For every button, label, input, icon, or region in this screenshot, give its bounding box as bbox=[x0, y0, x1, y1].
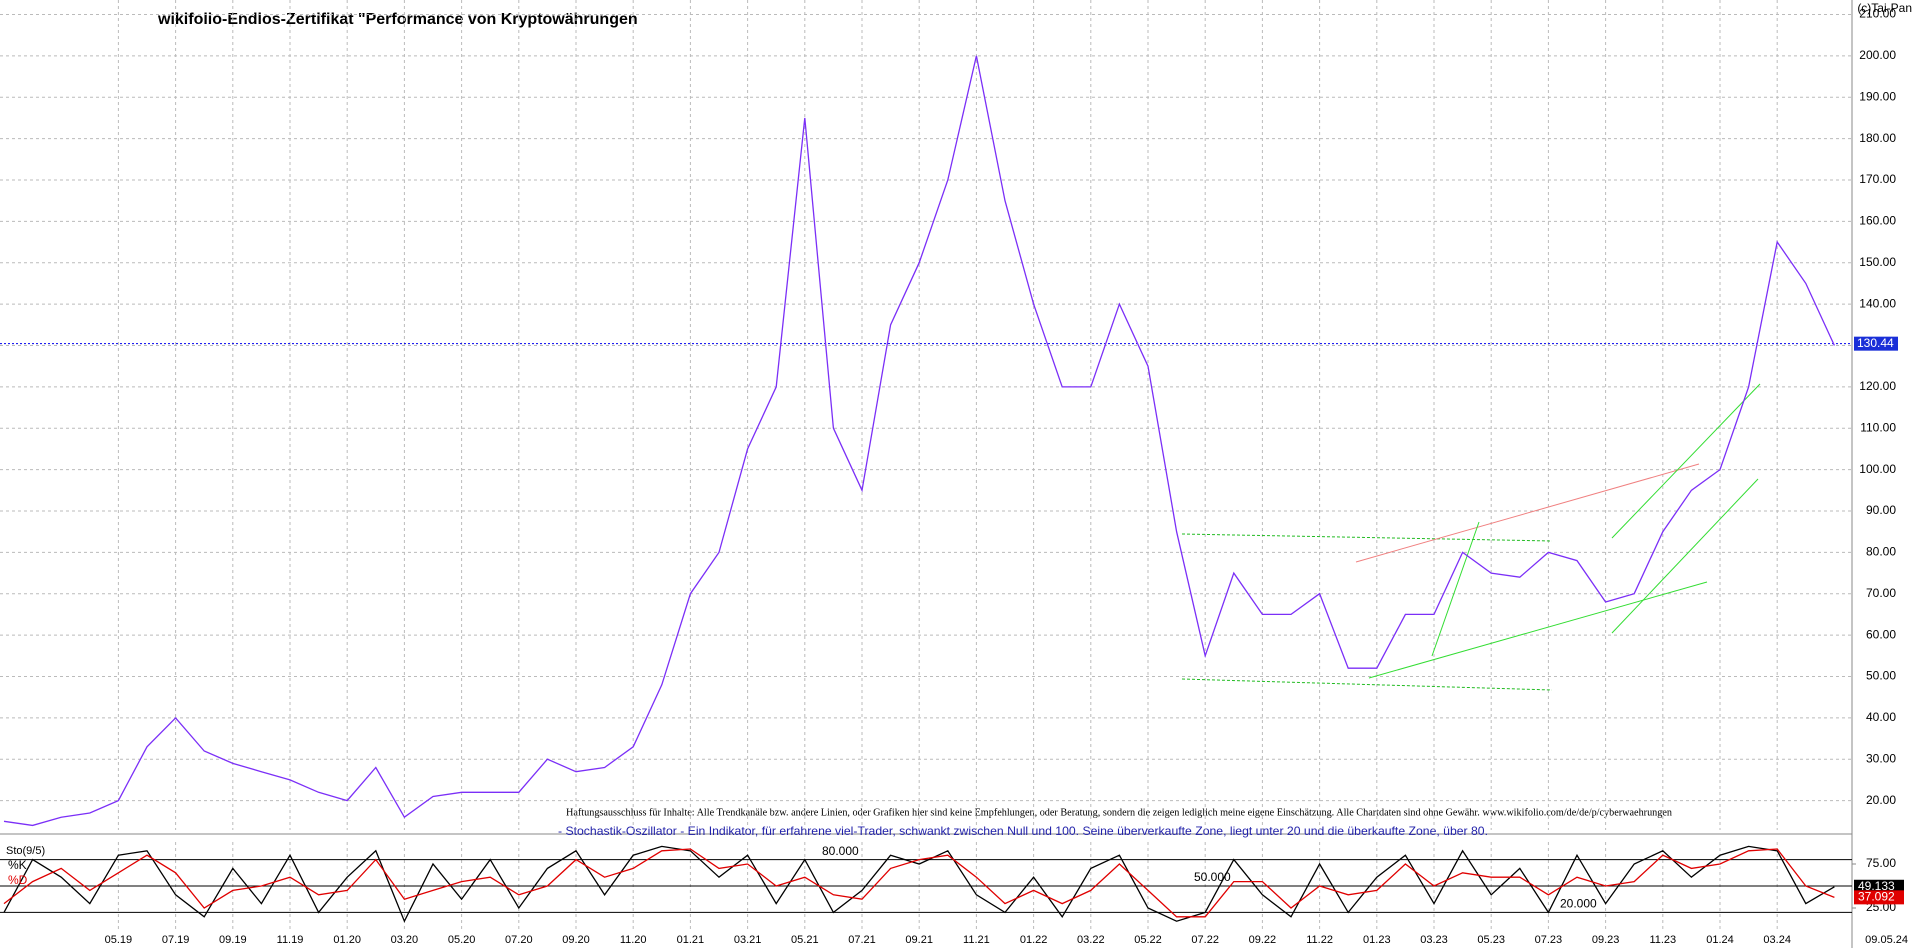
y-tick-label: 110.00 bbox=[1860, 420, 1896, 434]
source: (c)Tai-Pan bbox=[1857, 1, 1912, 15]
y-tick-label: 140.00 bbox=[1859, 296, 1896, 310]
x-tick-label: 01.24 bbox=[1706, 934, 1734, 946]
y-tick-label: 50.00 bbox=[1866, 669, 1896, 683]
x-tick-label: 09.19 bbox=[219, 934, 247, 946]
y-tick-label: 210.00 bbox=[1859, 7, 1896, 21]
x-tick-label: 05.19 bbox=[105, 934, 133, 946]
x-tick-label: 07.23 bbox=[1535, 934, 1563, 946]
trend-line bbox=[1431, 521, 1480, 657]
y-tick-label: 80.00 bbox=[1866, 545, 1896, 559]
trend-lines bbox=[1181, 383, 1761, 691]
y-tick-label: 120.00 bbox=[1859, 379, 1896, 393]
legend-label: %K bbox=[8, 858, 27, 872]
x-tick-label: 05.22 bbox=[1134, 934, 1162, 946]
value-box bbox=[1854, 890, 1904, 905]
y-tick-label: 90.00 bbox=[1866, 503, 1896, 517]
x-tick-label: 11.19 bbox=[277, 934, 304, 946]
x-tick-label: 11.20 bbox=[620, 934, 647, 946]
x-tick-label: 03.21 bbox=[734, 934, 762, 946]
x-tick-label: 09.21 bbox=[905, 934, 933, 946]
trend-line bbox=[1181, 533, 1553, 542]
y-tick-label: 160.00 bbox=[1859, 214, 1896, 228]
last-value-label: 49.133 bbox=[1858, 879, 1895, 893]
y-tick-label: 100.00 bbox=[1859, 462, 1896, 476]
x-tick-label: 05.21 bbox=[791, 934, 819, 946]
annotation: Haftungsausschluss für Inhalte: Alle Tre… bbox=[566, 807, 1672, 818]
y-tick-label: 40.00 bbox=[1866, 710, 1896, 724]
y-tick-label: 60.00 bbox=[1866, 627, 1896, 641]
x-tick-label: 03.24 bbox=[1763, 934, 1791, 946]
trend-line bbox=[1611, 478, 1759, 634]
y-tick-label: 20.00 bbox=[1866, 793, 1896, 807]
price-line bbox=[3, 55, 1835, 827]
y-tick-label: 30.00 bbox=[1866, 751, 1896, 765]
subtitle: - Stochastik-Oszillator - Ein Indikator,… bbox=[558, 824, 1488, 838]
last-value-label: 37.092 bbox=[1858, 890, 1895, 904]
last-date: 09.05.24 bbox=[1865, 934, 1908, 946]
level-label: 20.000 bbox=[1560, 897, 1597, 911]
y-tick-label: 190.00 bbox=[1859, 89, 1896, 103]
legend-label: %D bbox=[8, 873, 28, 887]
x-tick-label: 09.20 bbox=[562, 934, 590, 946]
x-tick-label: 07.22 bbox=[1191, 934, 1219, 946]
trend-line bbox=[1181, 678, 1553, 691]
y-tick-label: 75.00 bbox=[1866, 856, 1896, 870]
last-value-label: 130.44 bbox=[1857, 336, 1894, 350]
y-tick-label: 180.00 bbox=[1859, 131, 1896, 145]
x-tick-label: 01.21 bbox=[677, 934, 705, 946]
value-box bbox=[1854, 336, 1898, 351]
trend-line bbox=[1355, 463, 1700, 563]
x-tick-label: 11.22 bbox=[1306, 934, 1333, 946]
x-tick-label: 11.23 bbox=[1649, 934, 1676, 946]
panel-title: Sto(9/5) bbox=[6, 845, 45, 857]
level-label: 50.000 bbox=[1194, 870, 1231, 884]
x-tick-label: 03.23 bbox=[1420, 934, 1448, 946]
x-tick-label: 05.20 bbox=[448, 934, 476, 946]
x-tick-label: 03.22 bbox=[1077, 934, 1105, 946]
x-tick-label: 01.20 bbox=[333, 934, 361, 946]
chart-title: wikifolio-Endlos-Zertifikat "Performance… bbox=[157, 11, 638, 28]
level-label: 80.000 bbox=[822, 844, 859, 858]
x-tick-label: 05.23 bbox=[1477, 934, 1505, 946]
x-tick-label: 07.20 bbox=[505, 934, 533, 946]
x-tick-label: 03.20 bbox=[391, 934, 419, 946]
price-line bbox=[3, 848, 1835, 918]
y-tick-label: 200.00 bbox=[1859, 48, 1896, 62]
x-tick-label: 07.19 bbox=[162, 934, 190, 946]
trend-line bbox=[1368, 581, 1708, 679]
y-tick-label: 150.00 bbox=[1859, 255, 1896, 269]
x-tick-label: 11.21 bbox=[963, 934, 990, 946]
y-tick-label: 170.00 bbox=[1859, 172, 1896, 186]
trend-line bbox=[1611, 383, 1761, 539]
y-tick-label: 70.00 bbox=[1866, 586, 1896, 600]
x-tick-label: 01.22 bbox=[1020, 934, 1048, 946]
value-box bbox=[1854, 879, 1904, 894]
x-tick-label: 09.22 bbox=[1249, 934, 1277, 946]
x-tick-label: 09.23 bbox=[1592, 934, 1620, 946]
x-tick-label: 07.21 bbox=[848, 934, 876, 946]
x-tick-label: 01.23 bbox=[1363, 934, 1391, 946]
